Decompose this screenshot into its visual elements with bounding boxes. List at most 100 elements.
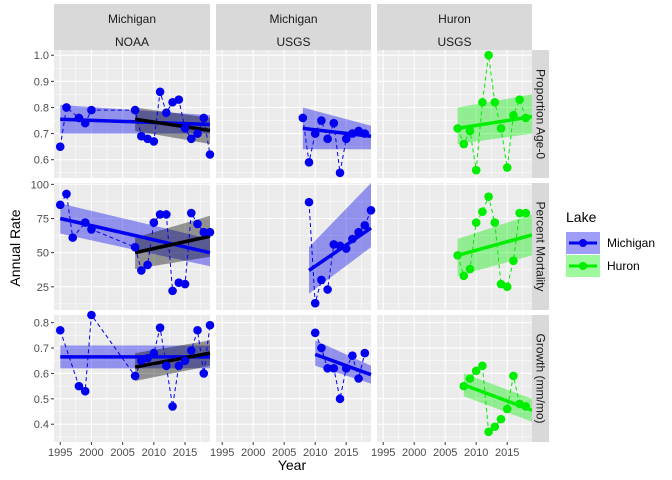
y-tick-label: 75 bbox=[37, 214, 49, 226]
strip-background bbox=[532, 315, 549, 442]
data-point bbox=[509, 371, 518, 381]
data-point bbox=[298, 113, 308, 123]
panel-r0-c1 bbox=[216, 50, 371, 178]
data-point bbox=[502, 282, 512, 292]
y-tick-label: 0.5 bbox=[34, 394, 49, 406]
data-point bbox=[205, 227, 215, 237]
panel-background bbox=[377, 50, 532, 178]
data-point bbox=[149, 348, 159, 358]
data-point bbox=[180, 279, 190, 289]
data-point bbox=[335, 394, 345, 404]
confidence-band bbox=[315, 340, 371, 384]
right-strip-0: Proportion Age-0 bbox=[532, 50, 549, 178]
data-point bbox=[310, 298, 320, 308]
trend-line-black bbox=[134, 234, 211, 255]
data-point bbox=[80, 118, 90, 128]
data-point bbox=[143, 353, 152, 363]
x-tick-label: 2015 bbox=[495, 447, 519, 459]
data-0-2 bbox=[453, 50, 533, 175]
data-point bbox=[310, 129, 320, 138]
data-point bbox=[162, 108, 171, 117]
data-point bbox=[471, 366, 481, 376]
data-point bbox=[87, 310, 96, 320]
data-point bbox=[186, 346, 196, 355]
data-point bbox=[354, 227, 363, 237]
data-point bbox=[155, 87, 165, 97]
x-axis-label: Year bbox=[278, 457, 307, 473]
y-tick-label: 0.7 bbox=[34, 129, 49, 141]
data-point bbox=[521, 113, 531, 123]
data-point bbox=[193, 325, 202, 335]
x-tick-label: 1995 bbox=[48, 447, 72, 459]
data-point bbox=[348, 351, 357, 360]
data-point bbox=[87, 225, 96, 234]
data-point bbox=[130, 242, 140, 252]
y-axis-row-1: 25 50 75 100 bbox=[31, 179, 54, 294]
strip-agency-label: USGS bbox=[276, 35, 310, 49]
strip-background bbox=[54, 4, 210, 50]
strip-agency-label: NOAA bbox=[115, 35, 149, 49]
x-tick-label: 2015 bbox=[173, 447, 197, 459]
data-point bbox=[341, 134, 351, 144]
x-tick-label: 2000 bbox=[402, 447, 426, 459]
legend-label: Huron bbox=[607, 259, 640, 273]
top-strip-1: Michigan USGS bbox=[216, 4, 371, 50]
data-point bbox=[465, 374, 475, 383]
data-point bbox=[193, 129, 202, 138]
y-tick-label: 1.0 bbox=[34, 50, 49, 62]
x-axis-col-0: 1995 2000 2005 2010 2015 bbox=[48, 442, 197, 459]
panel-r2-c2 bbox=[377, 315, 532, 442]
data-point bbox=[168, 286, 177, 296]
strip-background bbox=[532, 50, 549, 178]
data-point bbox=[304, 158, 314, 167]
data-point bbox=[459, 271, 469, 281]
data-point bbox=[304, 197, 314, 207]
data-2-2 bbox=[459, 361, 533, 437]
data-point bbox=[149, 218, 159, 227]
data-point bbox=[478, 97, 487, 107]
strip-lake-label: Huron bbox=[438, 12, 471, 26]
data-point bbox=[329, 118, 339, 128]
data-point bbox=[186, 208, 196, 218]
y-tick-label: 0.8 bbox=[34, 102, 49, 114]
legend: Lake Michigan Huron bbox=[566, 209, 655, 277]
data-point bbox=[323, 134, 332, 144]
data-point bbox=[310, 328, 320, 338]
y-axis-row-2: 0.4 0.5 0.6 0.7 0.8 bbox=[34, 318, 54, 431]
data-point bbox=[341, 244, 351, 253]
data-point bbox=[62, 103, 71, 112]
data-point bbox=[149, 137, 159, 146]
data-point bbox=[360, 129, 370, 138]
data-point bbox=[453, 251, 462, 260]
data-point bbox=[509, 256, 518, 266]
data-point bbox=[360, 348, 370, 358]
data-point bbox=[317, 275, 326, 285]
data-2-0 bbox=[55, 310, 215, 411]
right-strip-1: Percent Mortality bbox=[532, 183, 549, 310]
data-point bbox=[484, 192, 493, 201]
data-point bbox=[341, 364, 351, 373]
trend-line bbox=[314, 352, 372, 377]
data-point bbox=[55, 325, 65, 335]
data-point bbox=[143, 260, 152, 270]
data-point bbox=[459, 139, 469, 149]
data-point bbox=[193, 219, 202, 229]
data-1-0 bbox=[55, 189, 215, 296]
data-point bbox=[55, 142, 65, 151]
x-tick-label: 2010 bbox=[464, 447, 488, 459]
data-point bbox=[317, 343, 326, 353]
y-axis-row-0: 0.6 0.7 0.8 0.9 1.0 bbox=[34, 50, 54, 167]
trend-line bbox=[457, 114, 533, 131]
data-point bbox=[354, 374, 363, 383]
top-strip-2: Huron USGS bbox=[377, 4, 532, 50]
data-point bbox=[55, 200, 65, 210]
trend-line-black bbox=[134, 117, 211, 133]
data-point bbox=[490, 97, 500, 107]
data-point bbox=[521, 208, 531, 218]
x-tick-label: 1995 bbox=[371, 447, 395, 459]
data-point bbox=[130, 105, 140, 115]
data-point bbox=[453, 124, 462, 133]
data-point bbox=[329, 364, 339, 373]
data-point bbox=[130, 371, 140, 381]
